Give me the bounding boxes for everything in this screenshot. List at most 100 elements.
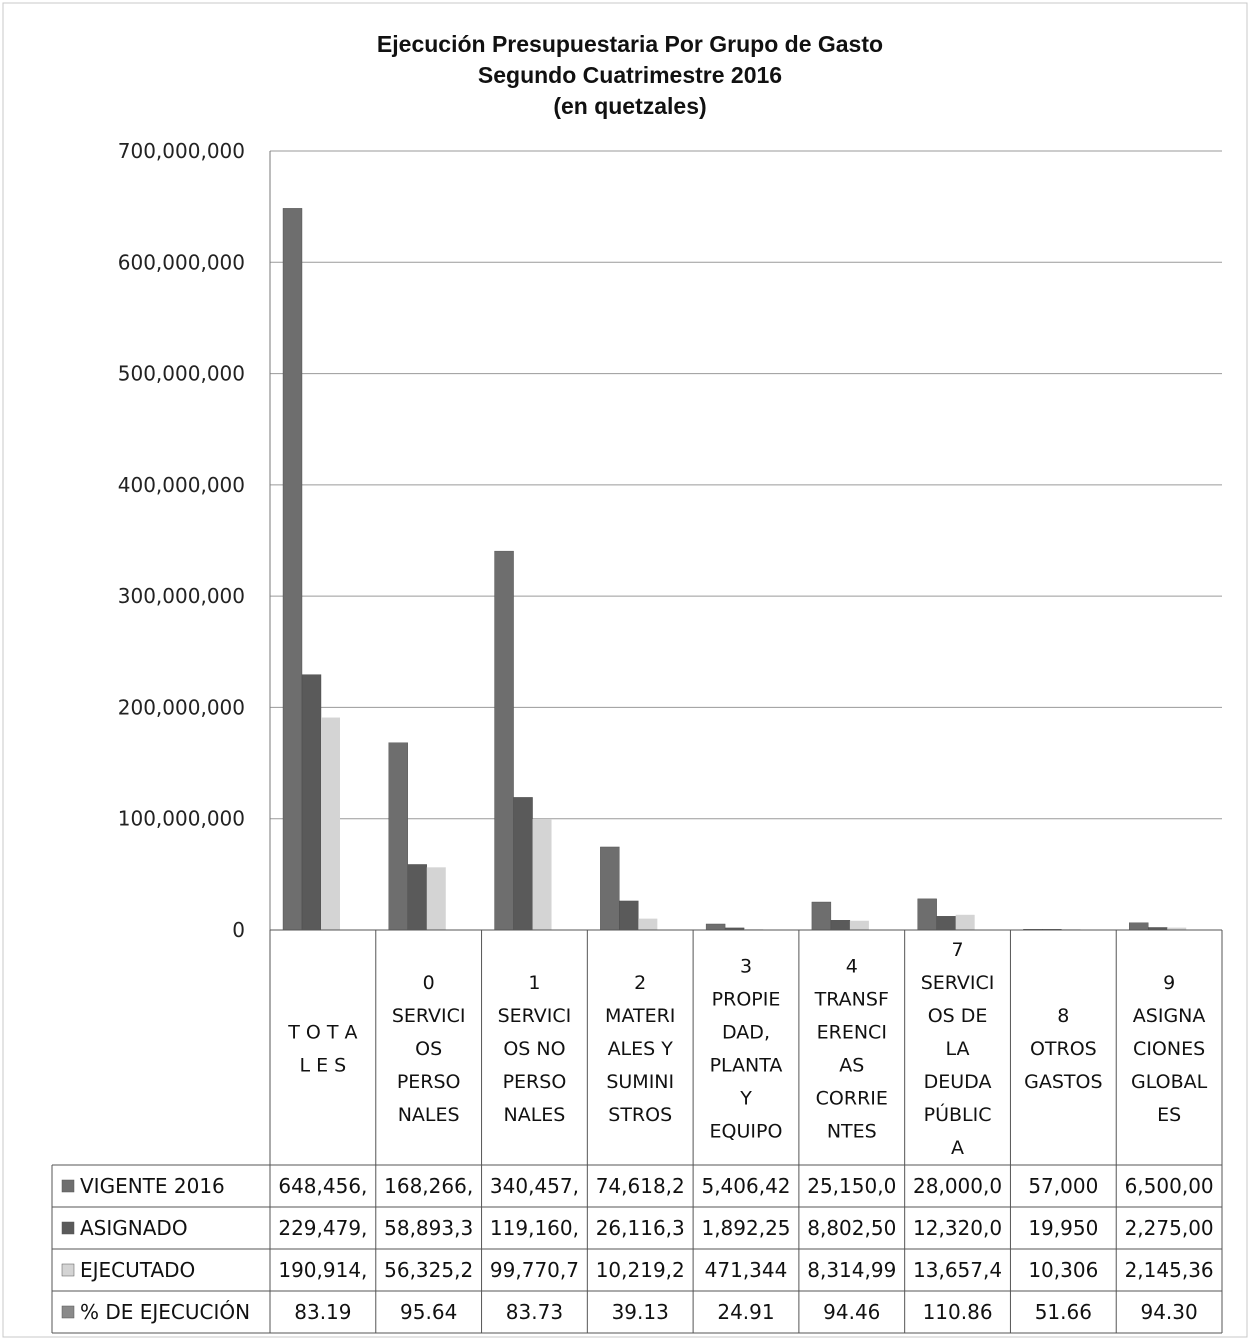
- legend-swatch-2: [61, 1221, 75, 1235]
- category-label: T O T A: [287, 1022, 357, 1044]
- bar-2-7: [936, 916, 956, 931]
- table-cell: 58,893,3: [384, 1216, 473, 1240]
- category-label: SERVICI: [392, 1005, 466, 1027]
- table-cell: 648,456,: [278, 1174, 367, 1198]
- bar-2-6: [830, 920, 851, 931]
- category-label: GLOBAL: [1131, 1071, 1208, 1093]
- category-label: NTES: [827, 1121, 877, 1143]
- table-cell: 74,618,2: [596, 1174, 685, 1198]
- table-cell: 8,802,50: [807, 1216, 896, 1240]
- bar-1-9: [1129, 922, 1149, 931]
- category-label: NALES: [504, 1104, 566, 1126]
- category-label: AS: [839, 1055, 864, 1077]
- category-label: Y: [739, 1088, 752, 1110]
- bar-1-2: [388, 742, 408, 931]
- table-cell: 24.91: [717, 1300, 774, 1324]
- bar-2-2: [407, 864, 427, 931]
- category-label: PERSO: [397, 1071, 461, 1093]
- table-cell: 19,950: [1028, 1216, 1098, 1240]
- category-label: NALES: [398, 1104, 460, 1126]
- table-cell: 25,150,0: [807, 1174, 896, 1198]
- table-cell: 2,275,00: [1125, 1216, 1214, 1240]
- category-label: PERSO: [503, 1071, 567, 1093]
- bar-1-5: [705, 923, 726, 931]
- bar-3-9: [1167, 927, 1187, 930]
- legend-label-2: ASIGNADO: [80, 1216, 188, 1240]
- table-cell: 119,160,: [490, 1216, 579, 1240]
- category-label: PÚBLIC: [924, 1102, 992, 1126]
- bar-3-6: [849, 920, 869, 930]
- table-cell: 168,266,: [384, 1174, 473, 1198]
- legend-swatch-3: [61, 1263, 75, 1277]
- legend-swatch-4: [61, 1305, 75, 1319]
- category-label: 9: [1163, 972, 1175, 994]
- bar-3-4: [638, 918, 658, 930]
- category-label: OS DE: [928, 1005, 988, 1027]
- table-cell: 8,314,99: [807, 1258, 896, 1282]
- category-label: CORRIE: [816, 1088, 888, 1110]
- category-label: EQUIPO: [710, 1121, 783, 1143]
- category-label: PROPIE: [712, 989, 781, 1011]
- chart-title-line-1: Ejecución Presupuestaria Por Grupo de Ga…: [377, 31, 883, 57]
- category-label: SUMINI: [606, 1071, 674, 1093]
- bar-2-1: [301, 674, 322, 931]
- bar-3-7: [955, 914, 975, 930]
- category-label: A: [951, 1137, 964, 1159]
- category-label: ASIGNA: [1133, 1005, 1206, 1027]
- table-cell: 10,219,2: [596, 1258, 685, 1282]
- bar-2-4: [619, 900, 639, 931]
- category-label: ES: [1157, 1104, 1181, 1126]
- y-tick-label: 300,000,000: [118, 584, 245, 608]
- table-cell: 2,145,36: [1125, 1258, 1214, 1282]
- y-tick-label: 400,000,000: [118, 473, 245, 497]
- legend-label-4: % DE EJECUCIÓN: [80, 1300, 250, 1324]
- category-label: TRANSF: [814, 989, 889, 1011]
- table-cell: 83.73: [506, 1300, 563, 1324]
- category-label: 7: [952, 939, 964, 961]
- category-label: MATERI: [605, 1005, 675, 1027]
- bar-1-3: [494, 550, 514, 931]
- category-label: OS NO: [503, 1038, 565, 1060]
- table-cell: 26,116,3: [596, 1216, 685, 1240]
- table-cell: 83.19: [294, 1300, 351, 1324]
- table-cell: 5,406,42: [701, 1174, 790, 1198]
- category-label: LA: [946, 1038, 970, 1060]
- category-label: 0: [423, 972, 435, 994]
- y-tick-label: 700,000,000: [118, 139, 245, 163]
- table-cell: 28,000,0: [913, 1174, 1002, 1198]
- y-tick-label: 500,000,000: [118, 362, 245, 386]
- table-cell: 51.66: [1035, 1300, 1092, 1324]
- category-label: 8: [1057, 1005, 1069, 1027]
- y-tick-label: 600,000,000: [118, 250, 245, 274]
- chart-title-line-3: (en quetzales): [553, 93, 706, 119]
- category-label: SERVICI: [921, 972, 995, 994]
- table-cell: 471,344: [705, 1258, 788, 1282]
- category-label: CIONES: [1133, 1038, 1205, 1060]
- table-cell: 110.86: [923, 1300, 993, 1324]
- legend-label-1: VIGENTE 2016: [80, 1174, 225, 1198]
- category-label: 4: [846, 956, 858, 978]
- table-cell: 10,306: [1028, 1258, 1098, 1282]
- table-cell: 94.46: [823, 1300, 880, 1324]
- bar-2-3: [513, 797, 533, 931]
- category-label: SERVICI: [498, 1005, 572, 1027]
- table-cell: 56,325,2: [384, 1258, 473, 1282]
- category-label: ALES Y: [608, 1038, 674, 1060]
- bar-3-2: [426, 867, 446, 930]
- table-cell: 6,500,00: [1125, 1174, 1214, 1198]
- category-label: 3: [740, 956, 752, 978]
- table-cell: 1,892,25: [701, 1216, 790, 1240]
- bar-1-1: [282, 208, 303, 931]
- category-label: ERENCI: [817, 1022, 887, 1044]
- category-label: PLANTA: [710, 1055, 783, 1077]
- legend-swatch-1: [61, 1179, 75, 1193]
- table-cell: 99,770,7: [490, 1258, 579, 1282]
- legend-label-3: EJECUTADO: [80, 1258, 195, 1282]
- bar-1-4: [600, 846, 620, 931]
- category-label: OS: [415, 1038, 442, 1060]
- table-cell: 13,657,4: [913, 1258, 1002, 1282]
- bar-1-7: [917, 898, 937, 931]
- category-label: OTROS: [1030, 1038, 1097, 1060]
- chart-title-line-2: Segundo Cuatrimestre 2016: [478, 62, 782, 88]
